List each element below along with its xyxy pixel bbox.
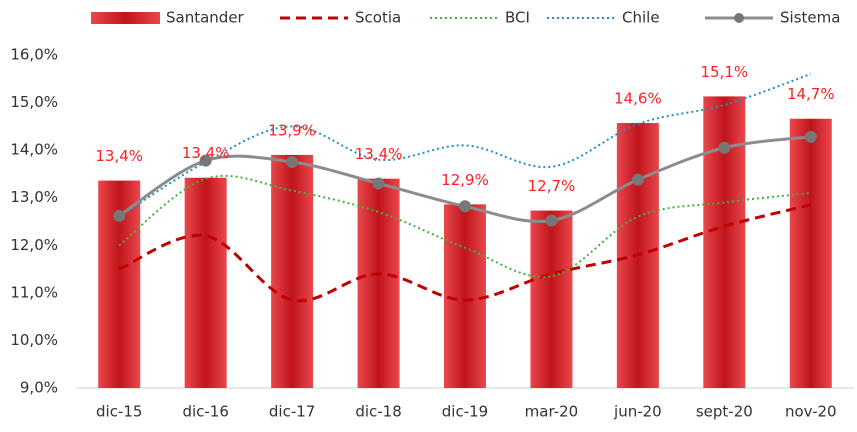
marker (545, 214, 558, 227)
y-tick-label: 15,0% (10, 93, 58, 111)
marker (286, 156, 299, 169)
legend-label: BCI (505, 9, 530, 27)
bar (357, 178, 400, 388)
marker (631, 173, 644, 186)
y-tick-label: 16,0% (10, 46, 58, 64)
y-tick-label: 12,0% (10, 236, 58, 254)
x-tick-label: dic-18 (355, 403, 401, 421)
data-label: 12,9% (441, 171, 489, 189)
legend-label: Sistema (780, 9, 840, 27)
y-tick-label: 14,0% (10, 141, 58, 159)
data-label: 13,4% (182, 144, 230, 162)
data-label: 13,9% (268, 121, 316, 139)
x-tick-label: dic-15 (96, 403, 142, 421)
data-label: 15,1% (701, 63, 749, 81)
y-tick-label: 11,0% (10, 283, 58, 301)
legend-label: Santander (166, 9, 245, 27)
bar (530, 210, 573, 388)
y-tick-label: 9,0% (20, 379, 58, 397)
bar (703, 96, 746, 388)
x-tick-label: sept-20 (696, 403, 753, 421)
marker (372, 177, 385, 190)
bar (789, 118, 832, 388)
bar (271, 154, 314, 388)
bar (444, 204, 486, 388)
y-tick-label: 13,0% (10, 188, 58, 206)
marker (459, 200, 471, 213)
line (118, 174, 811, 278)
y-tick-label: 10,0% (10, 331, 58, 349)
marker (113, 209, 126, 222)
x-tick-label: jun-20 (613, 403, 662, 421)
line (118, 203, 812, 303)
marker (804, 130, 817, 143)
x-tick-label: nov-20 (785, 403, 837, 421)
data-label: 14,6% (614, 90, 662, 108)
bar (184, 177, 227, 388)
data-label: 13,4% (95, 147, 143, 165)
line (118, 73, 812, 218)
legend-label: Scotia (355, 9, 401, 27)
legend-marker (734, 13, 744, 23)
legend-swatch (91, 12, 160, 24)
data-label: 13,4% (355, 145, 403, 163)
legend-label: Chile (622, 9, 660, 27)
x-tick-label: dic-16 (182, 403, 228, 421)
marker (718, 141, 731, 154)
x-tick-label: dic-17 (269, 403, 315, 421)
data-label: 12,7% (528, 177, 576, 195)
data-label: 14,7% (787, 85, 835, 103)
x-tick-label: mar-20 (525, 403, 579, 421)
x-tick-label: dic-19 (442, 403, 488, 421)
marker (199, 154, 212, 167)
